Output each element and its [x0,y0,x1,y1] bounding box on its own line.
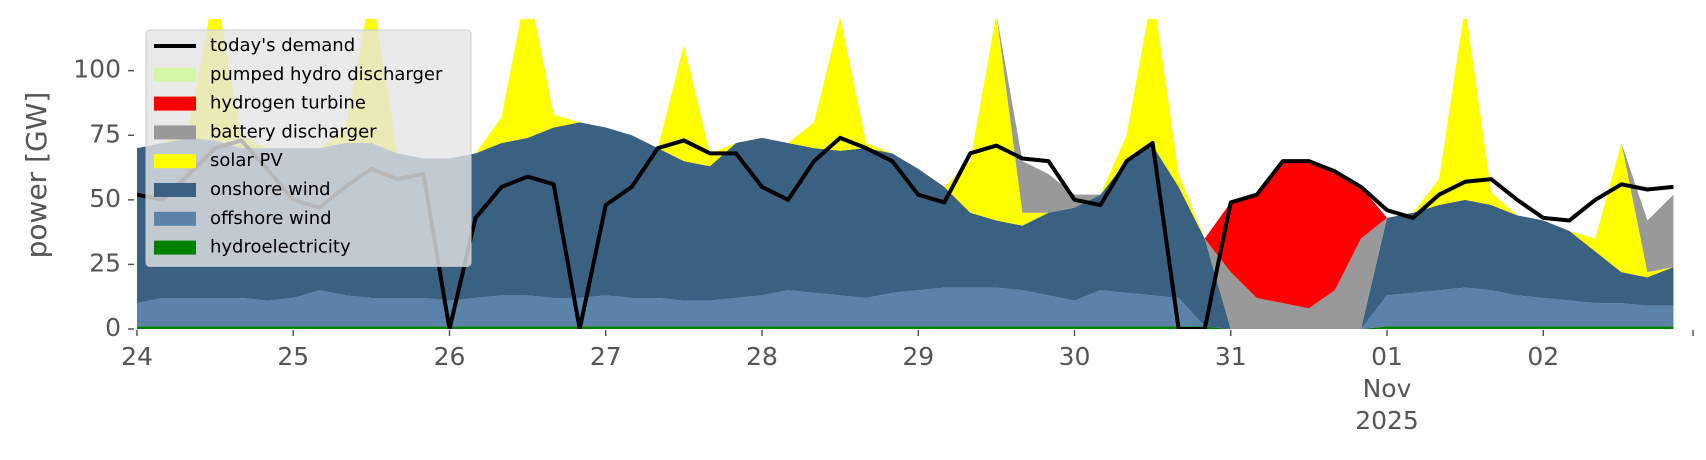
legend-swatch [154,67,196,82]
y-tick-label: 50 [89,184,121,213]
legend-label: today's demand [210,35,355,56]
legend-label: pumped hydro discharger [210,64,443,85]
legend-swatch [154,125,196,140]
legend-label: solar PV [210,150,283,171]
x-tick-label: 25 [277,342,310,371]
y-tick-label: 100 [73,55,121,84]
legend-label: onshore wind [210,179,331,200]
x-tick-label: 02 [1527,342,1560,371]
y-tick-label: 0 [105,313,121,342]
x-tick-label: 28 [746,342,778,371]
plot-area [137,19,1674,329]
area [137,19,1674,329]
y-tick-label: 75 [89,119,121,148]
x-tick-label: 24 [121,342,153,371]
legend-swatch [154,154,196,169]
legend-swatch [154,240,196,255]
legend-swatch [154,183,196,197]
legend: today's demand pumped hydro discharger hyd… [145,29,472,267]
x-tick-label: 27 [589,342,622,371]
x-tick-label: 01 Nov 2025 [1355,342,1419,435]
y-tick-label: 25 [89,248,121,277]
legend-label: battery discharger [210,121,377,142]
x-tick-label: 30 [1058,342,1091,371]
area [137,19,1674,309]
legend-swatch [154,96,196,111]
x-tick-label: 31 [1214,342,1247,371]
y-axis-label: power [GW] [20,92,53,259]
legend-swatch [154,211,196,226]
legend-label: hydrogen turbine [210,93,366,114]
area [137,287,1674,329]
legend-label: offshore wind [210,208,332,229]
area [137,122,1674,329]
area [137,326,1674,329]
x-tick-label: 26 [433,342,466,371]
legend-box [145,29,472,267]
legend-label: hydroelectricity [210,237,351,258]
x-tick-label: 29 [902,342,935,371]
